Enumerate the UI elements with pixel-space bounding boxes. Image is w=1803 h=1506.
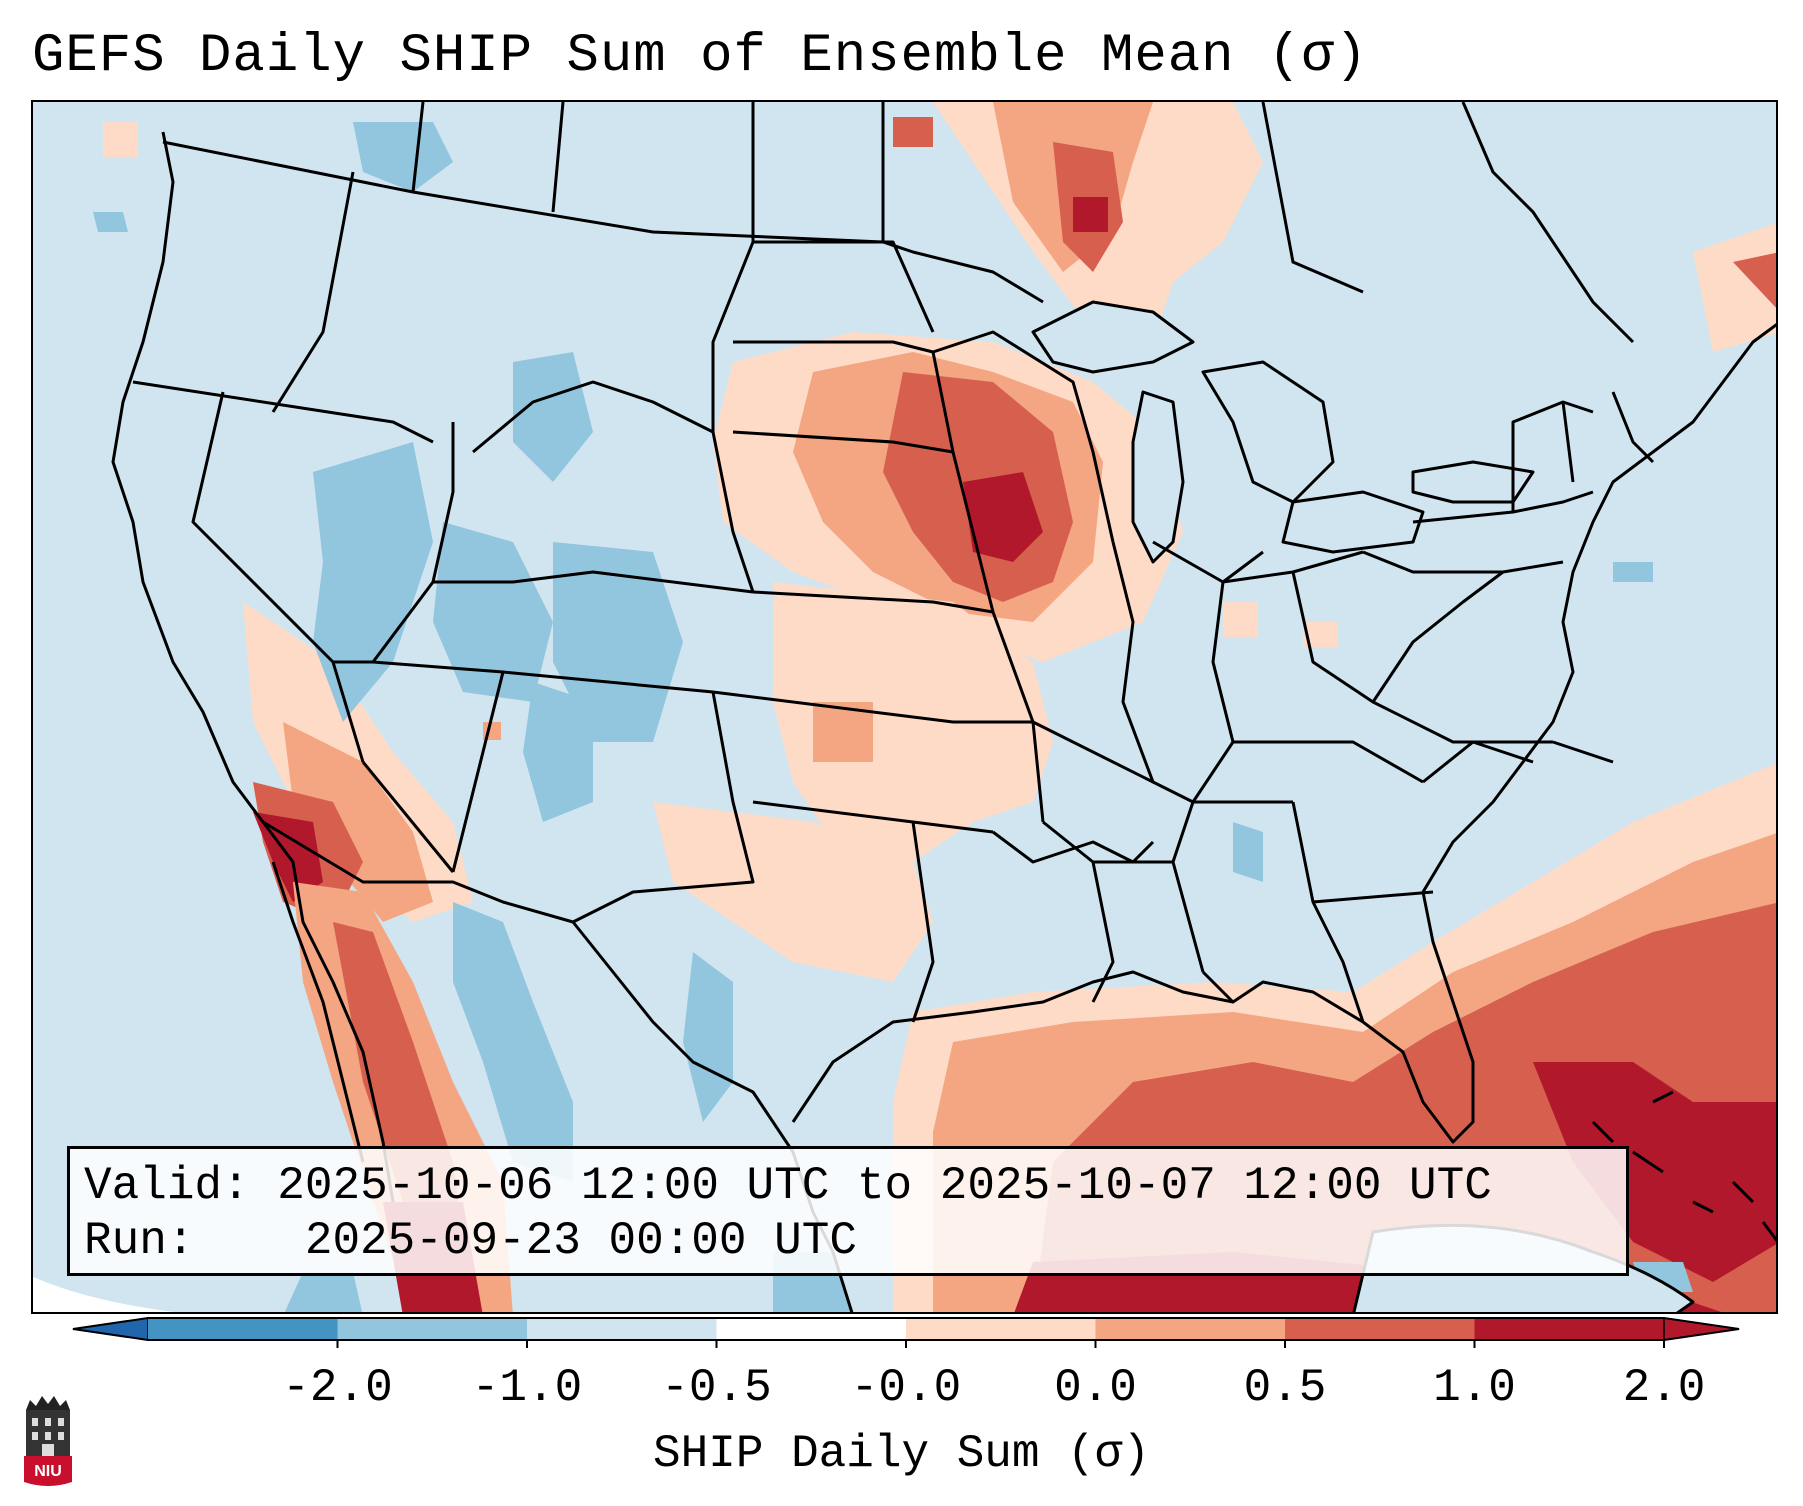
canada-borders [411, 102, 1635, 344]
projection-edge [33, 1277, 175, 1312]
colorbar-tick-label: 1.0 [1433, 1362, 1516, 1414]
colorbar-tick-label: -0.0 [850, 1362, 962, 1414]
colorbar-segment [1095, 1318, 1286, 1340]
valid-run-box: Valid: 2025-10-06 12:00 UTC to 2025-10-0… [67, 1146, 1629, 1276]
colorbar-tick-label: -0.5 [661, 1362, 772, 1414]
colorbar-underflow-arrow [72, 1317, 149, 1341]
great-lakes [1031, 300, 1535, 564]
run-label: Run: [84, 1215, 195, 1267]
colorbar-overflow-arrow [1663, 1317, 1740, 1341]
map-panel[interactable] [31, 100, 1778, 1314]
niu-logo: NIU [24, 1396, 72, 1486]
colorbar-segment [148, 1318, 338, 1340]
colorbar-tick-label: -2.0 [282, 1362, 393, 1414]
colorbar-tick-label: 0.0 [1054, 1362, 1137, 1414]
chart-title: GEFS Daily SHIP Sum of Ensemble Mean (σ) [32, 26, 1369, 87]
colorbar-segment [1474, 1318, 1665, 1340]
colorbar [72, 1317, 1740, 1348]
valid-label: Valid: [84, 1160, 250, 1212]
colorbar-tick-label: 0.5 [1243, 1362, 1327, 1414]
colorbar-outline [72, 1317, 1740, 1341]
map-canvas [33, 102, 1776, 1312]
colorbar-segment [337, 1318, 528, 1340]
colorbar-label: SHIP Daily Sum (σ) [653, 1428, 1150, 1480]
colorbar-segment [906, 1318, 1096, 1340]
colorbar-segment [716, 1318, 907, 1340]
negative-anomaly-field [93, 122, 1693, 1312]
colorbar-segment [527, 1318, 717, 1340]
colorbar-tick-label: 2.0 [1622, 1362, 1706, 1414]
valid-value: 2025-10-06 12:00 UTC to 2025-10-07 12:00… [277, 1160, 1492, 1212]
logo-text: NIU [34, 1463, 62, 1480]
colorbar-tick-label: -1.0 [471, 1362, 583, 1414]
run-value: 2025-09-23 00:00 UTC [304, 1215, 857, 1267]
colorbar-segment [1285, 1318, 1475, 1340]
